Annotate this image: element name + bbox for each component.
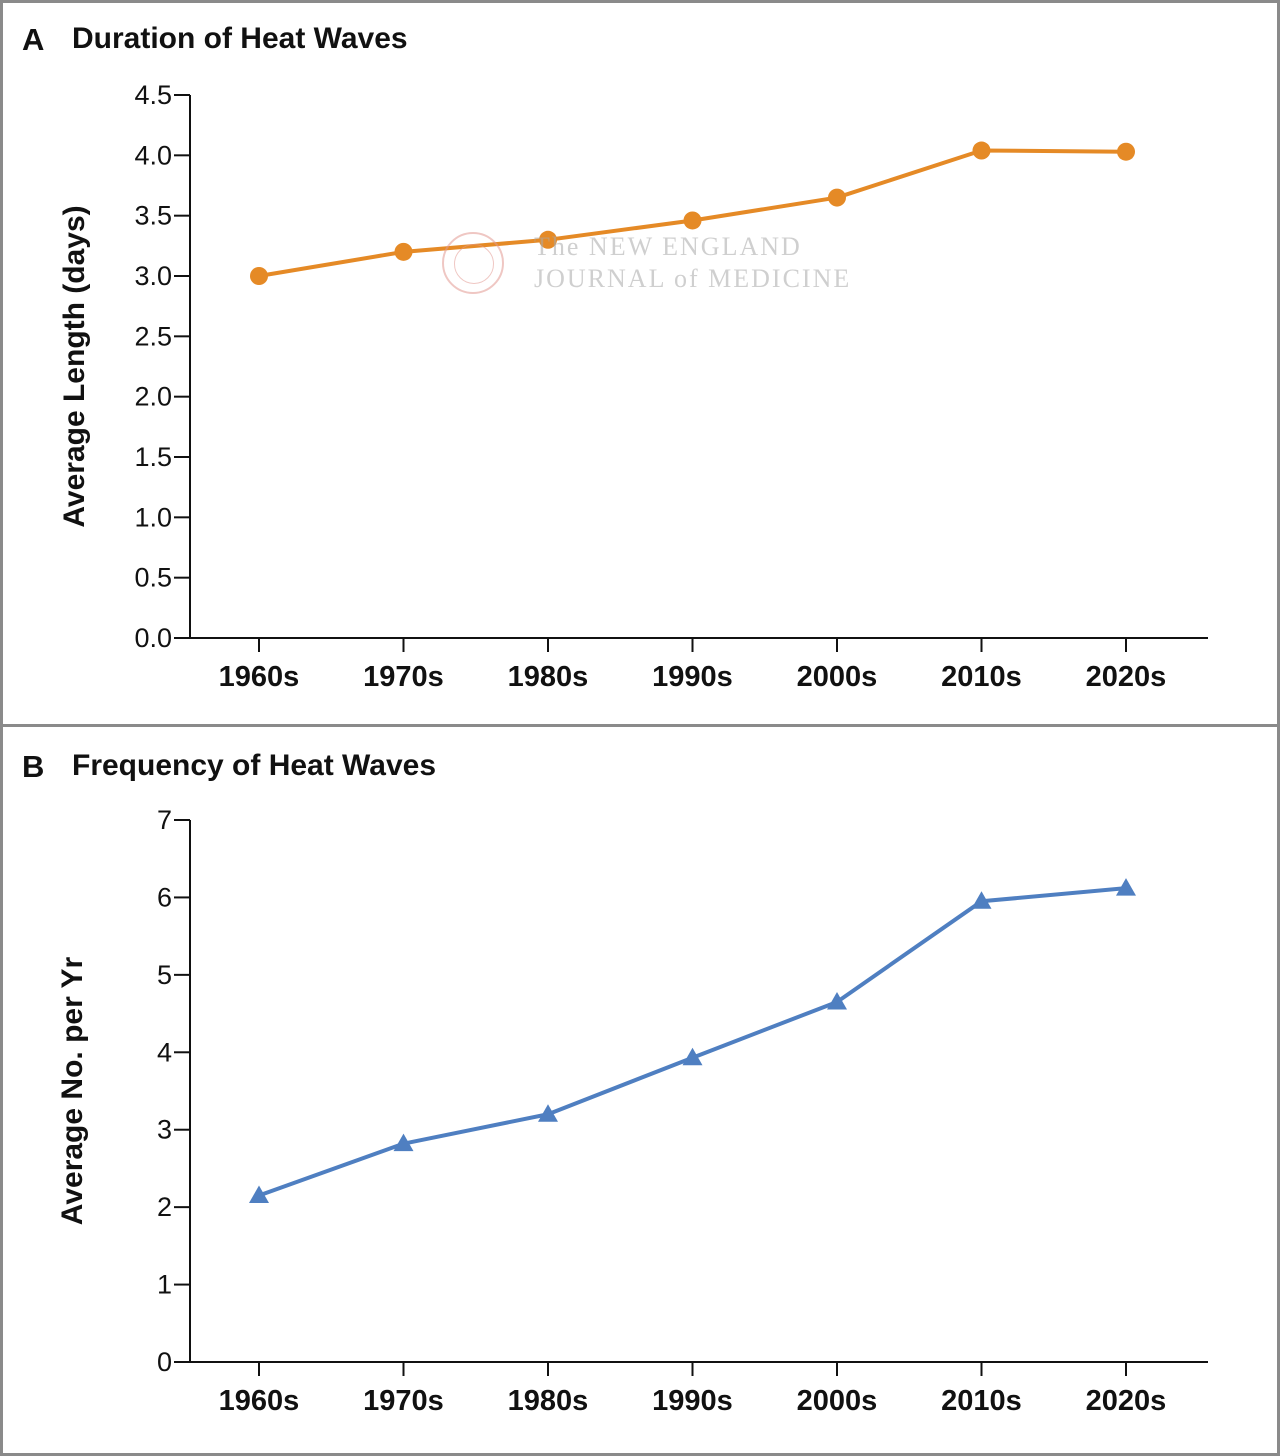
duration-y-tick-label: 3.5 — [134, 201, 172, 231]
duration-x-tick-label: 1970s — [363, 661, 444, 693]
frequency-x-tick-label: 1990s — [652, 1385, 733, 1417]
panel-b-letter: B — [22, 749, 45, 784]
duration-y-tick-label: 0.5 — [134, 563, 172, 593]
panel-a: A Duration of Heat Waves 0.0 0.5 1.0 1.5 2.0… — [0, 0, 1280, 724]
frequency-data-point — [1116, 878, 1136, 896]
duration-x-tick-label: 1960s — [219, 661, 300, 693]
frequency-data-point — [249, 1185, 269, 1204]
duration-x-tick-label: 1980s — [508, 661, 589, 693]
frequency-x-tick-label: 2000s — [797, 1385, 878, 1417]
frequency-y-tick-label: 3 — [157, 1115, 172, 1145]
duration-chart: 0.0 0.5 1.0 1.5 2.0 2.5 3.0 3.5 4.0 4.5 1960s 1970s… — [58, 80, 1208, 693]
panel-a-letter: A — [22, 22, 45, 57]
duration-data-point — [972, 141, 991, 160]
duration-x-tick-label: 2000s — [797, 661, 878, 693]
duration-data-point — [250, 267, 268, 285]
frequency-data-point — [682, 1047, 703, 1066]
duration-y-tick-label: 2.0 — [134, 382, 172, 412]
frequency-y-tick-label: 7 — [157, 805, 172, 835]
frequency-data-point — [538, 1104, 558, 1122]
frequency-data-point — [971, 891, 992, 909]
frequency-data-point — [827, 991, 847, 1010]
duration-data-point — [394, 242, 413, 261]
duration-y-tick-label: 0.0 — [134, 623, 172, 653]
panel-b-title: Frequency of Heat Waves — [72, 749, 436, 782]
frequency-y-tick-label: 0 — [157, 1347, 172, 1377]
duration-data-point — [683, 211, 702, 230]
panel-b: B Frequency of Heat Waves 0 1 2 3 4 5 6 7 1960s 1… — [0, 727, 1280, 1453]
duration-x-tick-label: 1990s — [652, 661, 733, 693]
frequency-x-tick-label: 1980s — [508, 1385, 589, 1417]
duration-x-tick-label: 2010s — [941, 661, 1022, 693]
frequency-x-tick-label: 1960s — [219, 1385, 300, 1417]
frequency-y-tick-label: 4 — [157, 1037, 172, 1067]
duration-y-tick-label: 3.0 — [134, 261, 172, 291]
frequency-chart: 0 1 2 3 4 5 6 7 1960s 1970s 1980s 1990s 2000s 2010s 20… — [56, 805, 1208, 1417]
panel-a-title: Duration of Heat Waves — [72, 22, 408, 55]
duration-data-point — [1117, 142, 1135, 161]
duration-data-point — [828, 188, 846, 207]
duration-data-point — [539, 230, 557, 249]
frequency-y-tick-label: 6 — [157, 882, 172, 912]
frequency-series-line — [258, 886, 1127, 1198]
duration-x-tick-label: 2020s — [1086, 661, 1167, 693]
panel-divider — [0, 724, 1280, 727]
frequency-x-tick-label: 2010s — [941, 1385, 1022, 1417]
duration-y-axis-title: Average Length (days) — [58, 205, 91, 527]
frequency-data-point — [393, 1133, 414, 1152]
duration-y-tick-label: 1.0 — [134, 502, 172, 532]
duration-y-tick-label: 1.5 — [134, 442, 172, 472]
frequency-y-axis-title: Average No. per Yr — [56, 956, 89, 1225]
frequency-y-tick-label: 2 — [157, 1192, 172, 1222]
frequency-y-tick-label: 1 — [157, 1270, 172, 1300]
duration-y-tick-label: 2.5 — [134, 321, 172, 351]
duration-y-tick-label: 4.0 — [134, 140, 172, 170]
frequency-y-tick-label: 5 — [157, 960, 172, 990]
frequency-x-tick-label: 2020s — [1086, 1385, 1167, 1417]
frequency-x-tick-label: 1970s — [363, 1385, 444, 1417]
duration-y-tick-label: 4.5 — [134, 80, 172, 110]
